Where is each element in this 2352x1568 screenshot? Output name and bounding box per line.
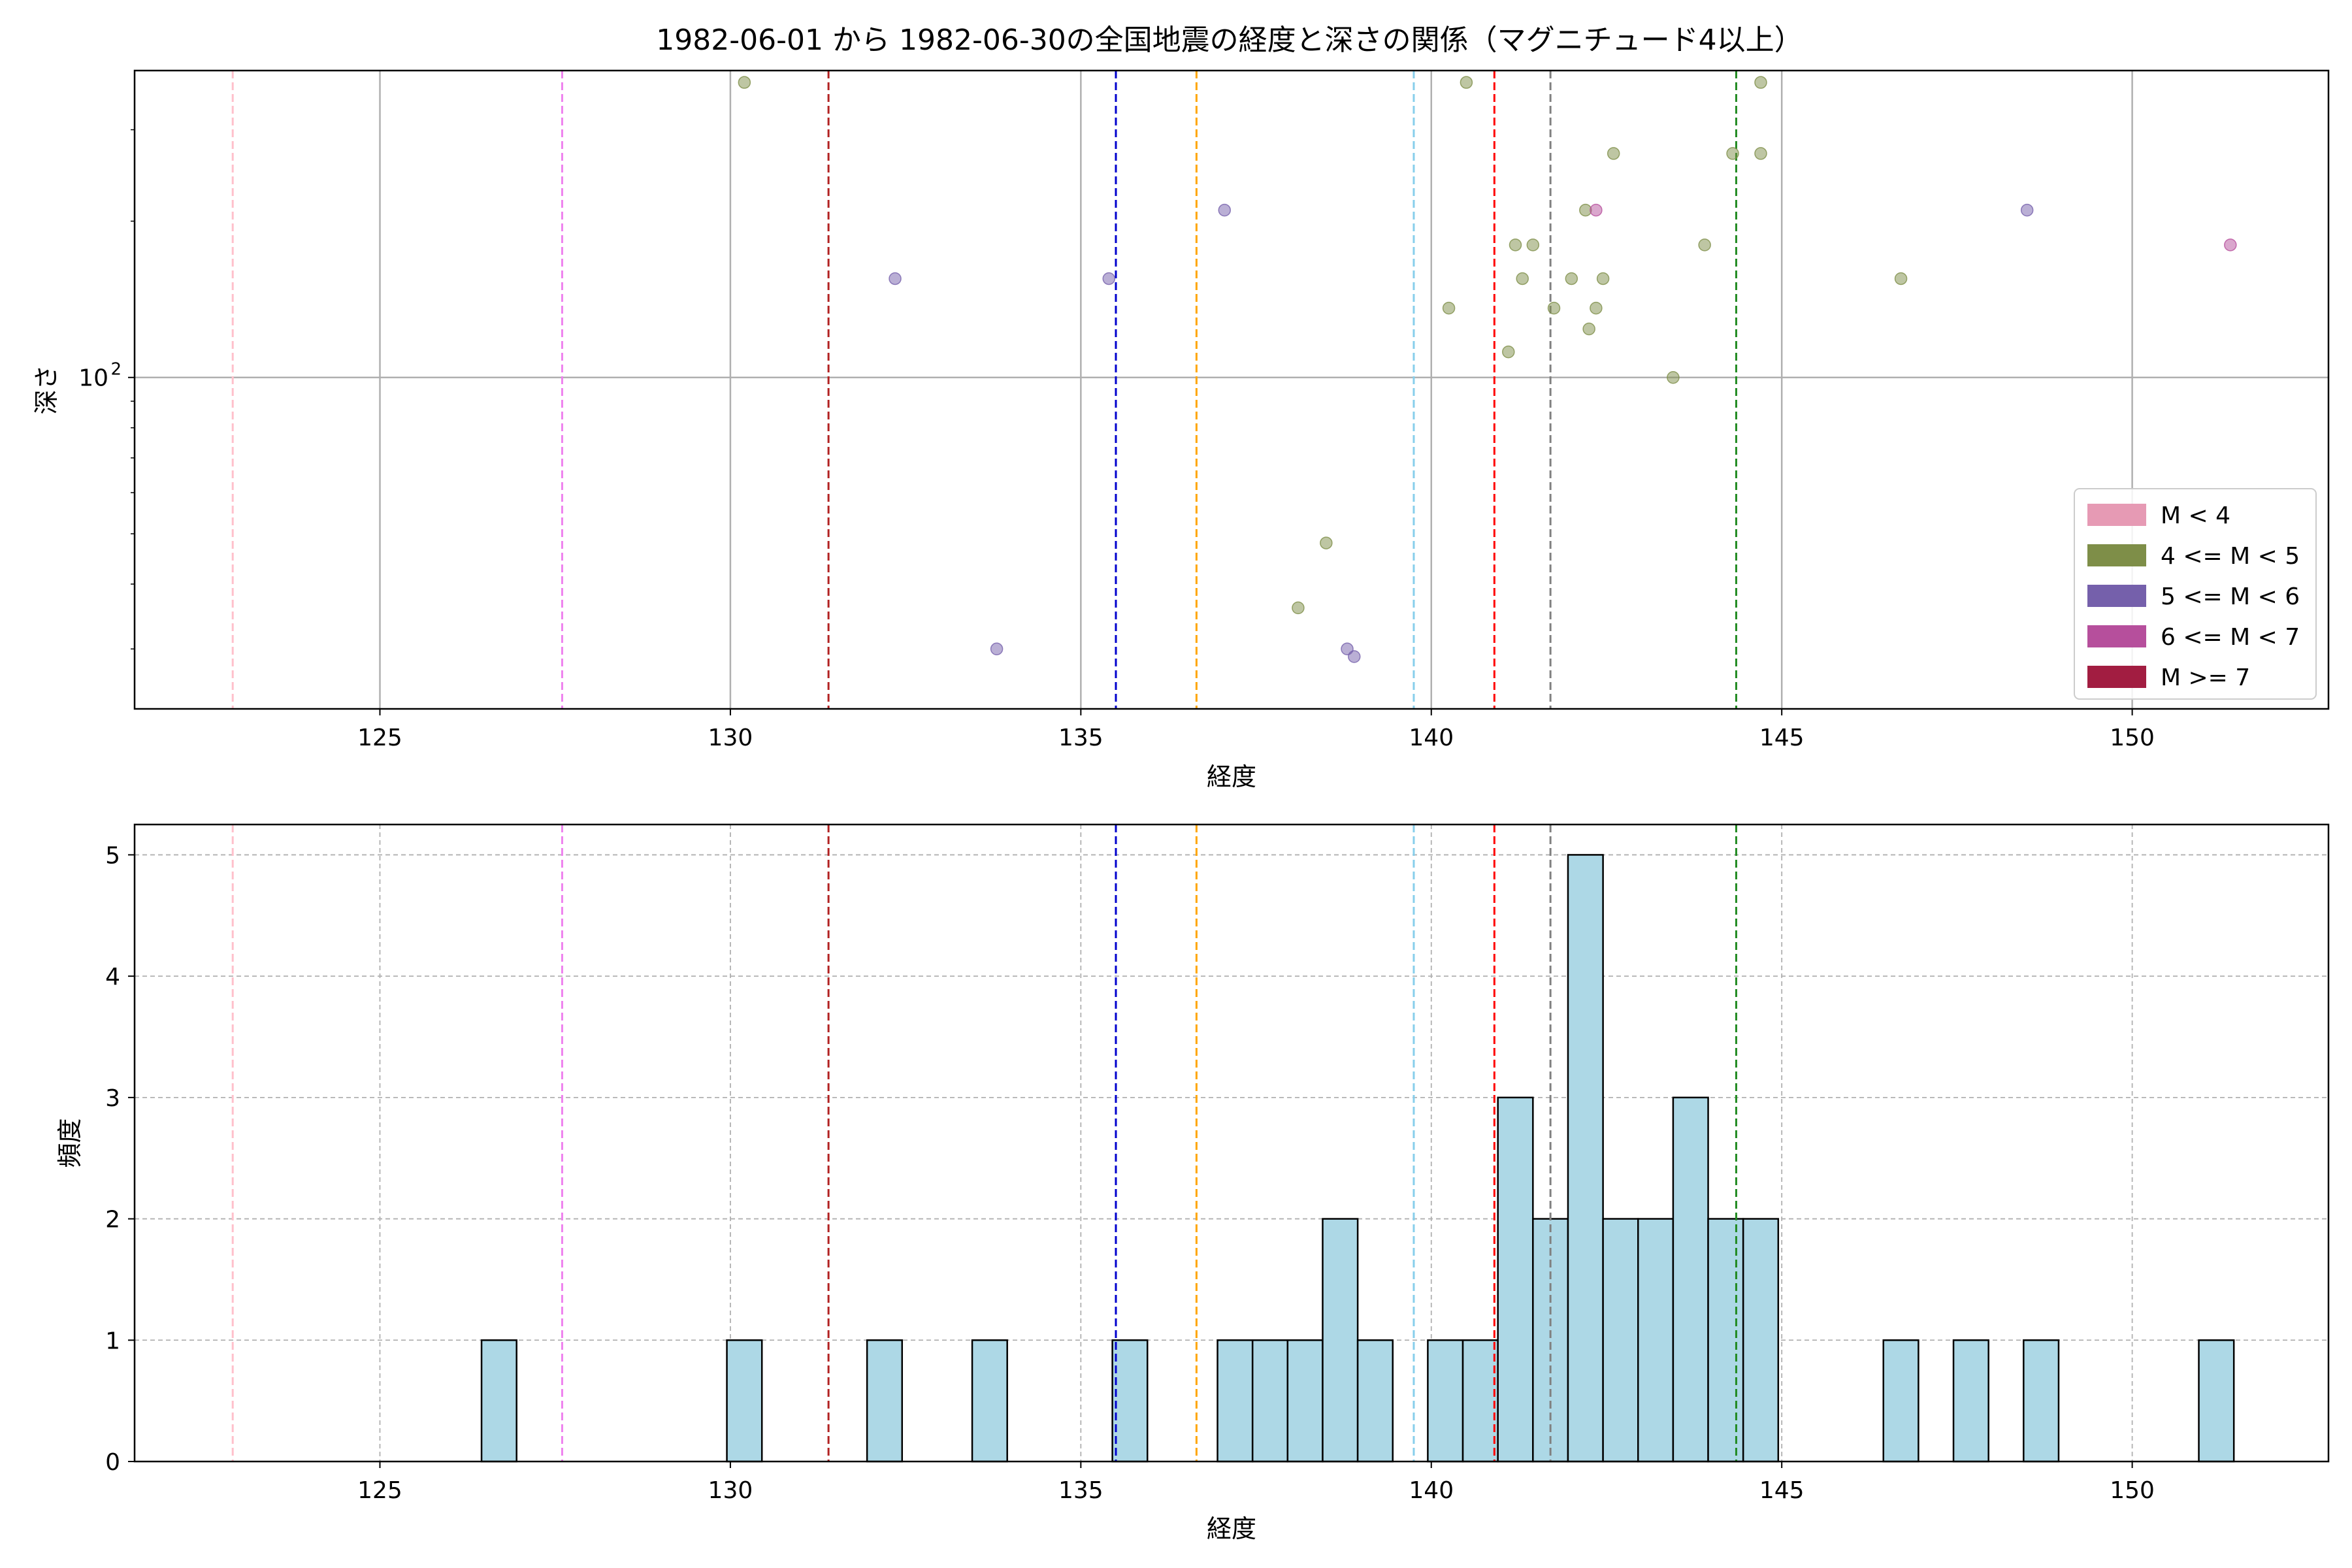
- scatter-point: [1607, 147, 1620, 160]
- scatter-point: [1292, 601, 1305, 615]
- histogram-bar: [1637, 1218, 1674, 1463]
- scatter-point: [1547, 301, 1561, 315]
- x-tick-label: 130: [708, 725, 753, 751]
- scatter-point: [1218, 203, 1232, 217]
- histogram-bar: [1742, 1218, 1780, 1463]
- x-tick-label: 135: [1058, 725, 1103, 751]
- scatter-point: [1596, 272, 1610, 286]
- y-tick-exponent: 2: [110, 360, 122, 380]
- x-tick-label: 125: [357, 725, 402, 751]
- scatter-point: [738, 76, 751, 89]
- legend-swatch: [2087, 585, 2146, 607]
- histogram-bar: [2198, 1339, 2235, 1463]
- legend-label: M < 4: [2161, 502, 2230, 529]
- scatter-point: [1667, 370, 1680, 384]
- hist-y-tick-label: 3: [105, 1085, 120, 1112]
- scatter-point: [1582, 322, 1595, 336]
- hist-y-axis-label: 頻度: [56, 1118, 84, 1168]
- histogram-bar: [1672, 1096, 1709, 1463]
- legend-swatch: [2087, 504, 2146, 526]
- legend-swatch: [2087, 666, 2146, 688]
- hist-x-tick-label: 140: [1409, 1477, 1454, 1504]
- hist-x-tick-label: 135: [1058, 1477, 1103, 1504]
- histogram-bar: [1286, 1339, 1324, 1463]
- histogram-panel: 125 130 135 140 145 150 0 1 2 3 4 5 経度 頻度: [56, 823, 2330, 1543]
- histogram-bar: [1217, 1339, 1254, 1463]
- histogram-bar: [1427, 1339, 1464, 1463]
- legend-label: 4 <= M < 5: [2161, 543, 2300, 570]
- scatter-point: [1320, 536, 1333, 549]
- scatter-point: [2224, 238, 2237, 252]
- scatter-point: [1442, 301, 1456, 315]
- scatter-point: [1579, 203, 1592, 217]
- hist-y-tick-label: 4: [105, 964, 120, 990]
- scatter-point: [2020, 203, 2034, 217]
- scatter-point: [990, 642, 1004, 656]
- histogram-frame: [133, 823, 2330, 1463]
- histogram-bar: [726, 1339, 763, 1463]
- scatter-point: [1754, 76, 1767, 89]
- legend-swatch: [2087, 544, 2146, 566]
- scatter-point: [1516, 272, 1529, 286]
- hist-x-tick-label: 125: [357, 1477, 402, 1504]
- hist-y-tick-label: 1: [105, 1328, 120, 1354]
- hist-y-tick-label: 0: [105, 1449, 120, 1476]
- scatter-point: [1526, 238, 1540, 252]
- histogram-bar: [1532, 1218, 1569, 1463]
- histogram-bar: [1251, 1339, 1289, 1463]
- y-tick-label: 10: [78, 365, 108, 392]
- scatter-point: [1590, 203, 1603, 217]
- scatter-panel: 125 130 135 140 145 150 10 2 経度 深さ M < 4 4 <= M < 5…: [32, 69, 2330, 791]
- histogram-bar: [2023, 1339, 2060, 1463]
- histogram-bar: [1462, 1339, 1499, 1463]
- legend-label: 6 <= M < 7: [2161, 624, 2300, 651]
- scatter-point: [1565, 272, 1578, 286]
- hist-x-tick-label: 130: [708, 1477, 753, 1504]
- histogram-bar: [1322, 1218, 1359, 1463]
- scatter-x-axis-label: 経度: [1207, 762, 1256, 791]
- histogram-bar: [1602, 1218, 1639, 1463]
- hist-y-tick-label: 5: [105, 842, 120, 869]
- scatter-point: [1102, 272, 1116, 286]
- legend-swatch: [2087, 625, 2146, 647]
- histogram-bar: [1356, 1339, 1394, 1463]
- histogram-bar: [1567, 854, 1604, 1463]
- histogram-bar: [866, 1339, 904, 1463]
- scatter-point: [1460, 76, 1473, 89]
- histogram-bar: [1707, 1218, 1744, 1463]
- scatter-point: [1894, 272, 1908, 286]
- scatter-point: [889, 272, 902, 286]
- histogram-bar: [480, 1339, 517, 1463]
- scatter-point: [1509, 238, 1522, 252]
- scatter-point: [1726, 147, 1739, 160]
- histogram-bar: [1952, 1339, 1989, 1463]
- scatter-title: 1982-06-01 から 1982-06-30の全国地震の経度と深さの関係（マ…: [656, 24, 1803, 57]
- legend-label: 5 <= M < 6: [2161, 583, 2300, 610]
- histogram-bar: [1882, 1339, 1919, 1463]
- histogram-bar: [971, 1339, 1008, 1463]
- x-tick-label: 140: [1409, 725, 1454, 751]
- x-tick-label: 145: [1759, 725, 1805, 751]
- x-tick-label: 150: [2110, 725, 2155, 751]
- histogram-bar: [1111, 1339, 1149, 1463]
- hist-x-axis-label: 経度: [1207, 1514, 1256, 1543]
- legend-label: M >= 7: [2161, 664, 2250, 691]
- scatter-point: [1590, 301, 1603, 315]
- histogram-bar: [1497, 1096, 1534, 1463]
- scatter-point: [1502, 345, 1515, 359]
- scatter-point: [1347, 650, 1361, 663]
- hist-x-tick-label: 145: [1759, 1477, 1805, 1504]
- scatter-y-axis-label: 深さ: [32, 365, 61, 414]
- hist-y-tick-label: 2: [105, 1207, 120, 1233]
- scatter-point: [1754, 147, 1767, 160]
- scatter-frame: [133, 69, 2330, 710]
- hist-x-tick-label: 150: [2110, 1477, 2155, 1504]
- scatter-point: [1698, 238, 1711, 252]
